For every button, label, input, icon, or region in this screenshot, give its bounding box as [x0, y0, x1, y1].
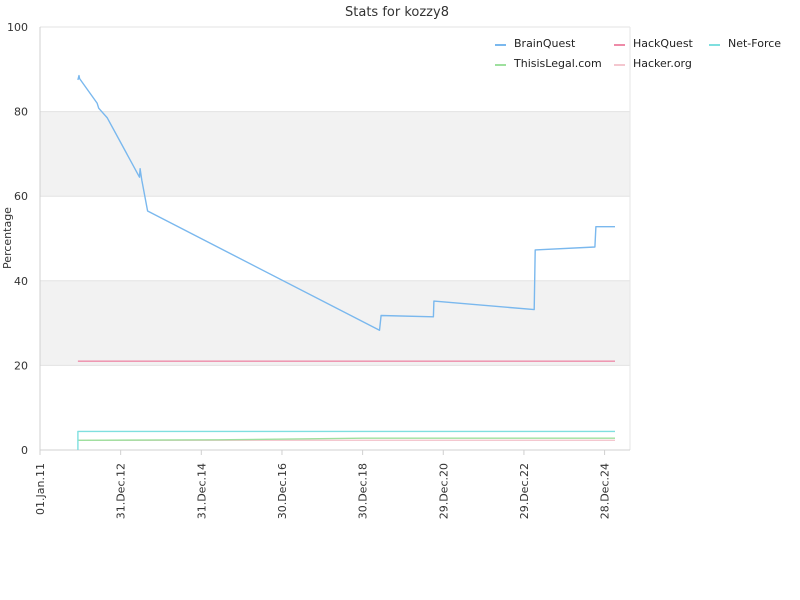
legend-label-net-force: Net-Force — [728, 37, 781, 50]
axes — [39, 27, 631, 451]
y-axis-label: Percentage — [1, 207, 14, 269]
x-tick-label: 30.Dec.18 — [357, 463, 370, 519]
chart-title: Stats for kozzy8 — [345, 5, 449, 20]
grid-bands — [40, 111, 630, 366]
x-tick-labels: 01.Jan.11 31.Dec.12 31.Dec.14 30.Dec.16 30.D… — [34, 450, 612, 519]
grid-band — [40, 280, 630, 366]
y-tick-label: 0 — [21, 444, 28, 457]
series-line-net-force — [77, 430, 615, 450]
x-tick-label: 31.Dec.14 — [195, 463, 208, 519]
x-tick-label: 29.Dec.20 — [437, 463, 450, 519]
grid-lines — [40, 26, 630, 451]
legend-label-hackquest: HackQuest — [633, 37, 694, 50]
y-tick-label: 40 — [14, 275, 28, 288]
legend: BrainQuest HackQuest Net-Force ThisisLegal.… — [495, 37, 781, 70]
x-tick-label: 01.Jan.11 — [34, 463, 47, 515]
y-tick-labels: 0 20 40 60 80 100 — [7, 21, 28, 457]
y-tick-label: 80 — [14, 106, 28, 119]
legend-label-brainquest: BrainQuest — [514, 37, 576, 50]
x-tick-label: 29.Dec.22 — [518, 463, 531, 519]
series-line-thisislegal-com — [77, 437, 615, 441]
x-tick-label: 30.Dec.16 — [276, 463, 289, 519]
x-tick-label: 31.Dec.12 — [115, 463, 128, 519]
series-lines — [77, 74, 615, 450]
legend-label-hacker-org: Hacker.org — [633, 57, 692, 70]
grid-band — [40, 111, 630, 197]
legend-label-thisislegal-com: ThisisLegal.com — [513, 57, 602, 70]
y-tick-label: 60 — [14, 190, 28, 203]
y-tick-label: 100 — [7, 21, 28, 34]
series-line-brainquest — [77, 74, 615, 331]
y-tick-label: 20 — [14, 359, 28, 372]
x-tick-label: 28.Dec.24 — [599, 463, 612, 519]
